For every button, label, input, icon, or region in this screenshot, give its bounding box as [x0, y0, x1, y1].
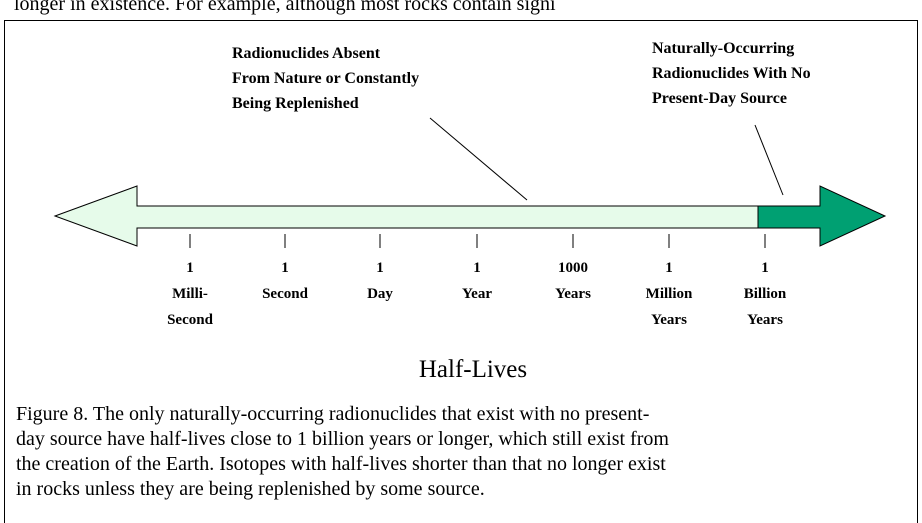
tick-label: 1 — [665, 260, 673, 276]
tick-label: Years — [747, 312, 783, 328]
annotation: Radionuclides With No — [652, 65, 811, 82]
annotation: Radionuclides Absent — [232, 45, 381, 62]
caption-line: day source have half-lives close to 1 bi… — [16, 428, 669, 450]
tick-label: Milli- — [172, 286, 208, 302]
leader-line — [429, 117, 528, 201]
annotation: Naturally-Occurring — [652, 40, 794, 57]
caption-line: the creation of the Earth. Isotopes with… — [16, 453, 666, 475]
tick-label: Billion — [744, 286, 787, 302]
tick-label: Second — [167, 312, 214, 328]
tick-label: 1 — [473, 260, 481, 276]
axis-title: Half-Lives — [419, 356, 527, 383]
top-text: longer in existence. For example, althou… — [14, 0, 556, 15]
tick-label: Years — [555, 286, 591, 302]
tick-label: Million — [646, 286, 693, 302]
tick-label: Years — [651, 312, 687, 328]
leader-line — [754, 124, 784, 196]
tick-label: 1 — [376, 260, 384, 276]
annotation: Being Replenished — [232, 95, 359, 112]
tick-label: Second — [262, 286, 309, 302]
annotation: From Nature or Constantly — [232, 70, 419, 87]
tick-label: 1 — [281, 260, 289, 276]
tick-label: 1000 — [558, 260, 588, 276]
tick-label: 1 — [186, 260, 194, 276]
tick-label: 1 — [761, 260, 769, 276]
figure-frame — [4, 20, 918, 523]
arrow-light — [53, 185, 759, 247]
tick-label: Day — [367, 286, 393, 302]
caption-line: in rocks unless they are being replenish… — [16, 478, 485, 500]
tick-label: Year — [462, 286, 492, 302]
caption-line: Figure 8. The only naturally-occurring r… — [16, 403, 649, 425]
annotation: Present-Day Source — [652, 90, 787, 107]
arrow-dark — [757, 185, 887, 247]
